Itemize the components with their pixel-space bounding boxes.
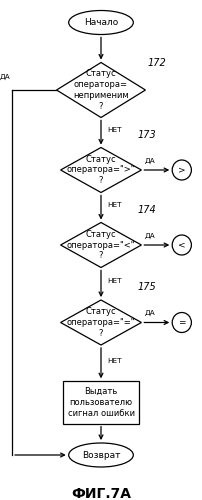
Text: ДА: ДА (144, 158, 155, 164)
Ellipse shape (172, 312, 191, 332)
Text: Начало: Начало (84, 18, 118, 27)
Text: Выдать
пользователю
сигнал ошибки: Выдать пользователю сигнал ошибки (67, 387, 135, 418)
Text: НЕТ: НЕТ (107, 358, 122, 364)
Ellipse shape (69, 443, 133, 467)
Bar (63, 381, 139, 424)
Ellipse shape (172, 160, 191, 180)
Text: НЕТ: НЕТ (107, 202, 122, 208)
Polygon shape (57, 62, 145, 118)
Text: ДА: ДА (144, 233, 155, 239)
Text: Статус
оператора=
неприменим
?: Статус оператора= неприменим ? (73, 70, 129, 110)
Text: =: = (178, 318, 186, 327)
Text: Возврат: Возврат (82, 450, 120, 460)
Text: НЕТ: НЕТ (107, 278, 122, 284)
Text: <: < (178, 240, 186, 250)
Text: ДА: ДА (144, 310, 155, 316)
Ellipse shape (69, 10, 133, 34)
Text: 172: 172 (147, 58, 166, 68)
Text: 175: 175 (137, 282, 156, 292)
Text: Статус
оператора="<"
?: Статус оператора="<" ? (67, 230, 135, 260)
Polygon shape (61, 222, 141, 268)
Ellipse shape (172, 235, 191, 255)
Text: 173: 173 (137, 130, 156, 140)
Polygon shape (61, 148, 141, 192)
Text: Статус
оператора=">"
?: Статус оператора=">" ? (67, 155, 135, 185)
Text: 174: 174 (137, 205, 156, 215)
Polygon shape (61, 300, 141, 345)
Text: ДА: ДА (0, 74, 10, 80)
Text: ФИГ.7А: ФИГ.7А (71, 488, 131, 500)
Text: НЕТ: НЕТ (107, 127, 122, 133)
Text: Статус
оператора="="
?: Статус оператора="=" ? (67, 307, 135, 338)
Text: >: > (178, 166, 186, 174)
